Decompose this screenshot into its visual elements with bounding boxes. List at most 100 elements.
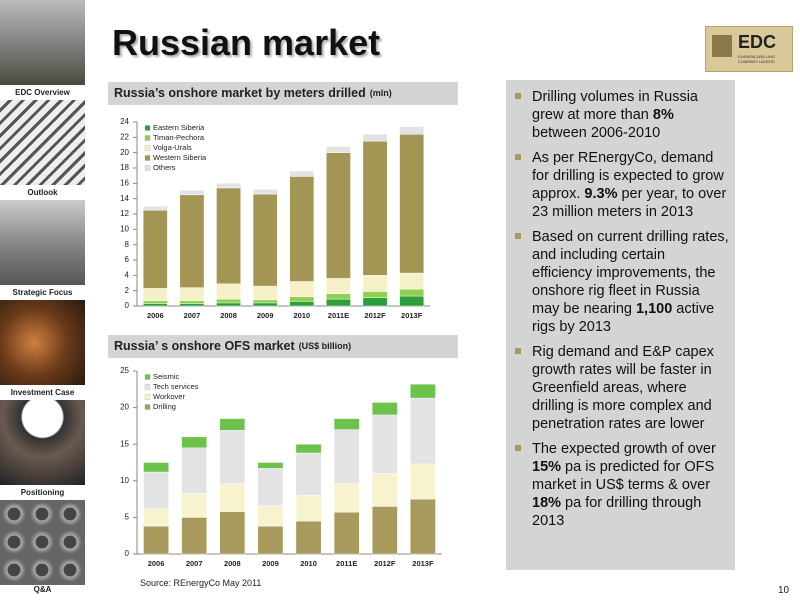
legend-label: Seismic [153,372,180,381]
sidebar-item[interactable]: Q&A [33,585,52,594]
x-tick-label: 2012F [374,559,396,568]
bar-segment [295,495,322,522]
bar-segment [372,473,398,507]
legend-swatch [144,145,151,151]
logo-icon [712,35,732,57]
bar-segment [372,506,398,555]
bar-segment [181,517,207,555]
bar-segment [326,293,351,300]
bar-segment [372,402,398,416]
bar-segment [143,206,168,211]
bar-segment [362,291,388,298]
bar-segment [179,303,205,307]
y-tick-label: 10 [120,224,129,233]
chart-title-text: Russia’s onshore market by meters drille… [114,86,366,100]
y-tick-label: 14 [120,194,129,203]
bar-segment [295,520,322,555]
legend-swatch [144,135,151,141]
sidebar-item[interactable]: EDC Overview [15,88,70,97]
bar-segment [216,298,241,304]
logo: EDC EURASIA DRILLING COMPANY LIMITED [705,26,793,72]
bullet-text: Drilling volumes in Russia grew at more … [532,89,698,123]
bar-segment [181,447,207,494]
sidebar-item[interactable]: Outlook [27,188,58,197]
y-tick-label: 0 [125,549,130,558]
bullet-text: 18% [532,495,562,511]
bullet-text: 9.3% [584,186,618,202]
chart-unit: (US$ billion) [299,341,352,351]
bullet-text: As per REnergyCo, demand for drilling is… [532,150,724,202]
bar-segment [219,511,246,555]
bullet-text: 15% [532,459,562,475]
bullet-text: 1,100 [635,301,673,317]
bullet: As per REnergyCo, demand for drilling is… [515,149,729,221]
x-tick-label: 2013F [412,559,434,568]
y-tick-label: 12 [120,209,129,218]
bar-segment [333,512,360,555]
bar-segment [399,295,424,307]
sidebar-image [0,500,85,585]
bar-segment [399,126,424,135]
bullet-text: The expected growth of over [532,441,716,457]
bar-segment [257,505,284,527]
sidebar-item[interactable]: Positioning [20,488,65,497]
bar-segment [333,482,360,513]
bar-segment [289,281,315,298]
bar-segment [372,414,398,474]
bar-segment [362,297,388,307]
bar-segment [181,493,207,518]
bar-segment [362,275,388,292]
legend-label: Others [153,163,176,172]
bar-segment [289,301,315,307]
x-tick-label: 2006 [148,559,165,568]
sidebar-image [0,100,85,185]
bar-segment [219,430,246,484]
bullet: Based on current drilling rates, and inc… [515,228,729,336]
bar-segment [179,287,205,301]
bar-segment [252,285,278,301]
bar-segment [252,299,278,304]
x-tick-label: 2009 [262,559,279,568]
bar-segment [143,471,169,509]
bar-segment [326,152,351,279]
x-tick-label: 2010 [300,559,317,568]
source: Source: REnergyCo May 2011 [140,578,262,588]
x-tick-label: 2011E [336,559,357,568]
bar-segment [362,134,388,142]
x-tick-label: 2006 [147,311,164,320]
logo-name: EDC [738,32,777,52]
bar-segment [257,468,284,506]
y-tick-label: 24 [120,117,129,126]
bar-segment [410,383,436,399]
slide-title: Russian market [112,22,381,63]
bar-segment [326,298,351,307]
bar-segment [143,209,168,289]
bar-segment [143,525,169,555]
chart-unit: (mln) [370,88,392,98]
bar-segment [289,176,315,282]
x-tick-label: 2011E [328,311,349,320]
bar-segment [143,300,168,304]
bar-segment [410,463,436,500]
x-tick-label: 2009 [257,311,274,320]
bar-segment [326,146,351,153]
y-tick-label: 22 [120,132,129,141]
charts: Russia’s onshore market by meters drille… [108,82,458,568]
bullet-text: Based on current drilling rates, and inc… [532,229,729,317]
bar-segment [219,418,246,431]
bullet: Rig demand and E&P capex growth rates wi… [515,343,729,433]
bar-segment [181,436,207,449]
y-tick-label: 0 [125,301,130,310]
bullet-text: active rigs by 2013 [532,301,715,335]
sidebar-item[interactable]: Strategic Focus [12,288,73,297]
y-tick-label: 2 [125,286,130,295]
legend-swatch [144,155,151,161]
sidebar-image [0,300,85,385]
legend-swatch [144,374,151,380]
sidebar-item[interactable]: Investment Case [10,388,75,397]
bullet: The expected growth of over 15% pa is pr… [515,440,729,530]
bullet-text: pa for drilling through 2013 [532,495,702,529]
x-tick-label: 2008 [224,559,241,568]
legend-label: Western Siberia [153,153,207,162]
